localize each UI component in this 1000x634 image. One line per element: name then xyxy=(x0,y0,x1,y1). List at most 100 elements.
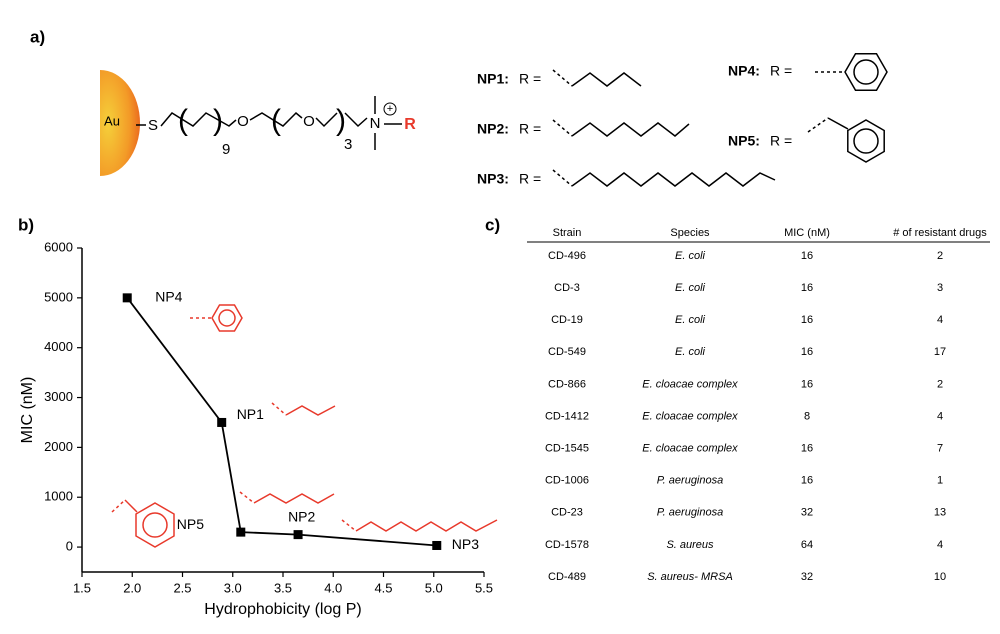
icon-chain xyxy=(355,519,498,532)
table-cell: 32 xyxy=(801,507,813,519)
point-label: NP2 xyxy=(288,508,315,524)
icon-ring xyxy=(135,502,175,548)
table-cell: E. coli xyxy=(675,250,706,262)
table-cell: P. aeruginosa xyxy=(657,475,723,487)
chain xyxy=(571,172,776,187)
table-cell: CD-1006 xyxy=(545,475,589,487)
chain xyxy=(571,122,690,137)
table-cell: 16 xyxy=(801,282,813,294)
x-tick-label: 4.5 xyxy=(374,580,392,595)
bond xyxy=(552,69,573,87)
y-tick-label: 6000 xyxy=(44,239,73,254)
table-cell: 4 xyxy=(937,410,943,422)
aromatic-ring xyxy=(853,59,879,85)
table-cell: CD-23 xyxy=(551,507,583,519)
point-label: NP3 xyxy=(452,536,479,552)
icon-ring xyxy=(142,512,168,538)
table-cell: 64 xyxy=(801,539,813,551)
y-tick-label: 0 xyxy=(66,539,73,554)
icon-chain xyxy=(285,405,336,416)
r-equals: R = xyxy=(519,171,541,187)
x-tick-label: 4.0 xyxy=(324,580,342,595)
table-cell: E. cloacae complex xyxy=(642,378,738,390)
table-cell: CD-866 xyxy=(548,378,586,390)
icon-bond xyxy=(239,491,255,504)
table-cell: CD-19 xyxy=(551,314,583,326)
subscript: 3 xyxy=(344,136,352,153)
x-tick-label: 1.5 xyxy=(73,580,91,595)
table-cell: 13 xyxy=(934,507,946,519)
table-cell: S. aureus- MRSA xyxy=(647,571,733,583)
x-tick-label: 5.5 xyxy=(475,580,493,595)
np-name: NP5: xyxy=(728,133,760,149)
panel-label: b) xyxy=(18,215,34,234)
table-cell: E. coli xyxy=(675,314,706,326)
bond xyxy=(344,112,368,128)
table-cell: 4 xyxy=(937,539,943,551)
table-cell: 3 xyxy=(937,282,943,294)
r-equals: R = xyxy=(519,121,541,137)
table-cell: CD-489 xyxy=(548,571,586,583)
table-cell: 16 xyxy=(801,475,813,487)
icon-ring xyxy=(218,309,236,327)
table-cell: CD-1578 xyxy=(545,539,589,551)
table-cell: 32 xyxy=(801,571,813,583)
atom-label: O xyxy=(237,113,249,130)
icon-chain xyxy=(253,493,335,504)
table-cell: CD-496 xyxy=(548,250,586,262)
table-cell: 16 xyxy=(801,314,813,326)
aromatic-ring xyxy=(853,128,879,154)
x-axis-title: Hydrophobicity (log P) xyxy=(204,601,361,618)
panel-label: a) xyxy=(30,27,45,46)
bond xyxy=(160,112,237,127)
table-cell: 16 xyxy=(801,250,813,262)
table-cell: 10 xyxy=(934,571,946,583)
bond xyxy=(552,169,573,187)
table-cell: 7 xyxy=(937,443,943,455)
table-cell: CD-1545 xyxy=(545,443,589,455)
chain xyxy=(571,72,642,87)
r-group: R xyxy=(404,116,416,133)
table-header: Strain xyxy=(553,227,582,239)
y-axis-title: MIC (nM) xyxy=(19,377,36,444)
charge-circle xyxy=(383,102,397,116)
table-cell: CD-3 xyxy=(554,282,580,294)
table-cell: 16 xyxy=(801,378,813,390)
y-tick-label: 3000 xyxy=(44,389,73,404)
paren: ( xyxy=(271,104,281,137)
x-tick-label: 2.0 xyxy=(123,580,141,595)
data-point xyxy=(217,417,227,427)
r-equals: R = xyxy=(770,133,792,149)
data-line xyxy=(126,297,437,547)
bond xyxy=(807,117,829,133)
table-cell: E. coli xyxy=(675,346,706,358)
bond xyxy=(552,119,573,137)
table-cell: CD-549 xyxy=(548,346,586,358)
x-tick-label: 3.0 xyxy=(224,580,242,595)
point-label: NP5 xyxy=(177,516,204,532)
r-equals: R = xyxy=(519,71,541,87)
panel-label: c) xyxy=(485,215,500,234)
table-header: # of resistant drugs xyxy=(893,227,987,239)
icon-bond xyxy=(124,499,138,513)
r-equals: R = xyxy=(770,63,792,79)
icon-bond xyxy=(271,402,287,416)
data-point xyxy=(432,540,442,550)
panel-c: c) Strain Species MIC (nM) # of resistant d… xyxy=(485,215,990,583)
panel-a: a) Au S ( ) 9 O ( O ) 3 N + R NP1: R = N… xyxy=(30,27,888,187)
np-name: NP4: xyxy=(728,63,760,79)
bond xyxy=(249,111,303,127)
table-cell: S. aureus xyxy=(666,539,714,551)
atom-label: S xyxy=(148,117,158,134)
table-cell: E. cloacae complex xyxy=(642,443,738,455)
benzene xyxy=(847,119,885,163)
table-cell: 1 xyxy=(937,475,943,487)
table-cell: 8 xyxy=(804,410,810,422)
paren: ) xyxy=(213,104,223,137)
gold-particle xyxy=(100,70,140,176)
point-label: NP4 xyxy=(155,289,182,305)
np-name: NP1: xyxy=(477,71,509,87)
table-cell: 16 xyxy=(801,443,813,455)
benzene xyxy=(844,53,888,91)
